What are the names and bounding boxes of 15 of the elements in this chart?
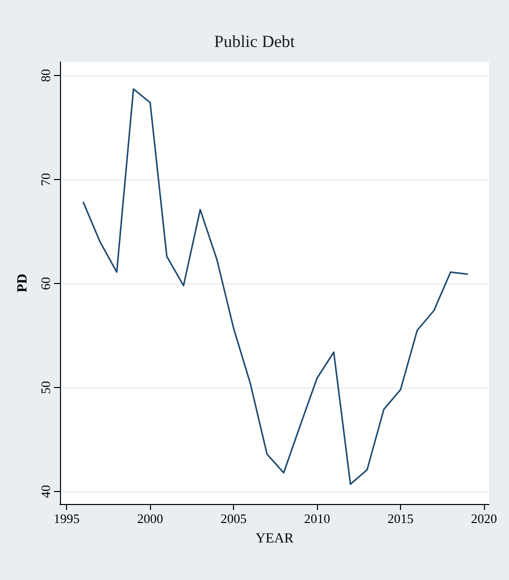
x-tick-label: 2010 bbox=[304, 511, 330, 526]
x-axis-title: YEAR bbox=[255, 532, 294, 546]
x-tick-label: 2000 bbox=[137, 511, 164, 526]
line-series bbox=[82, 88, 468, 485]
x-tick-label: 1995 bbox=[54, 511, 80, 526]
y-axis-title: PD bbox=[16, 274, 30, 292]
y-tick-label: 70 bbox=[38, 173, 53, 186]
y-tick-label: 80 bbox=[38, 69, 53, 82]
y-tick-label: 50 bbox=[38, 381, 53, 394]
y-tick-label: 60 bbox=[38, 277, 53, 290]
x-tick-label: 2015 bbox=[388, 511, 414, 526]
y-tick-label: 40 bbox=[38, 485, 53, 498]
chart-title: Public Debt bbox=[214, 32, 296, 51]
x-tick-label: 2005 bbox=[220, 511, 247, 526]
x-tick-label: 2020 bbox=[470, 511, 497, 526]
